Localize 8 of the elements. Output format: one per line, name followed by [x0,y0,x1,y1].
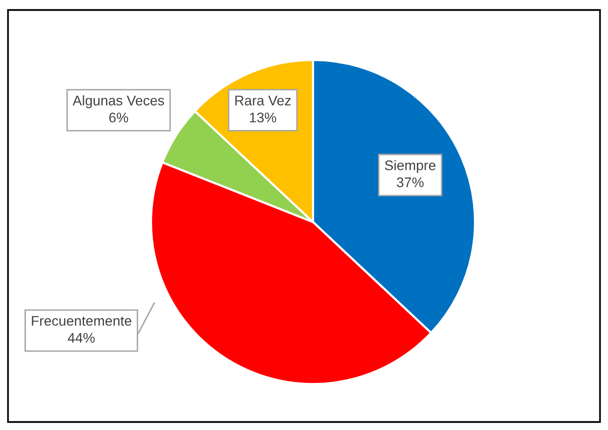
slice-label: Algunas Veces [72,95,164,108]
slice-label: Siempre [384,160,436,174]
data-label: 44% [68,332,95,343]
slice-label: Frecuentemente [32,316,132,326]
data-label: 6% [109,112,128,122]
data-label: 13% [250,112,276,122]
slice-label: Rara Vez [235,96,291,106]
data-label: 37% [396,177,424,188]
